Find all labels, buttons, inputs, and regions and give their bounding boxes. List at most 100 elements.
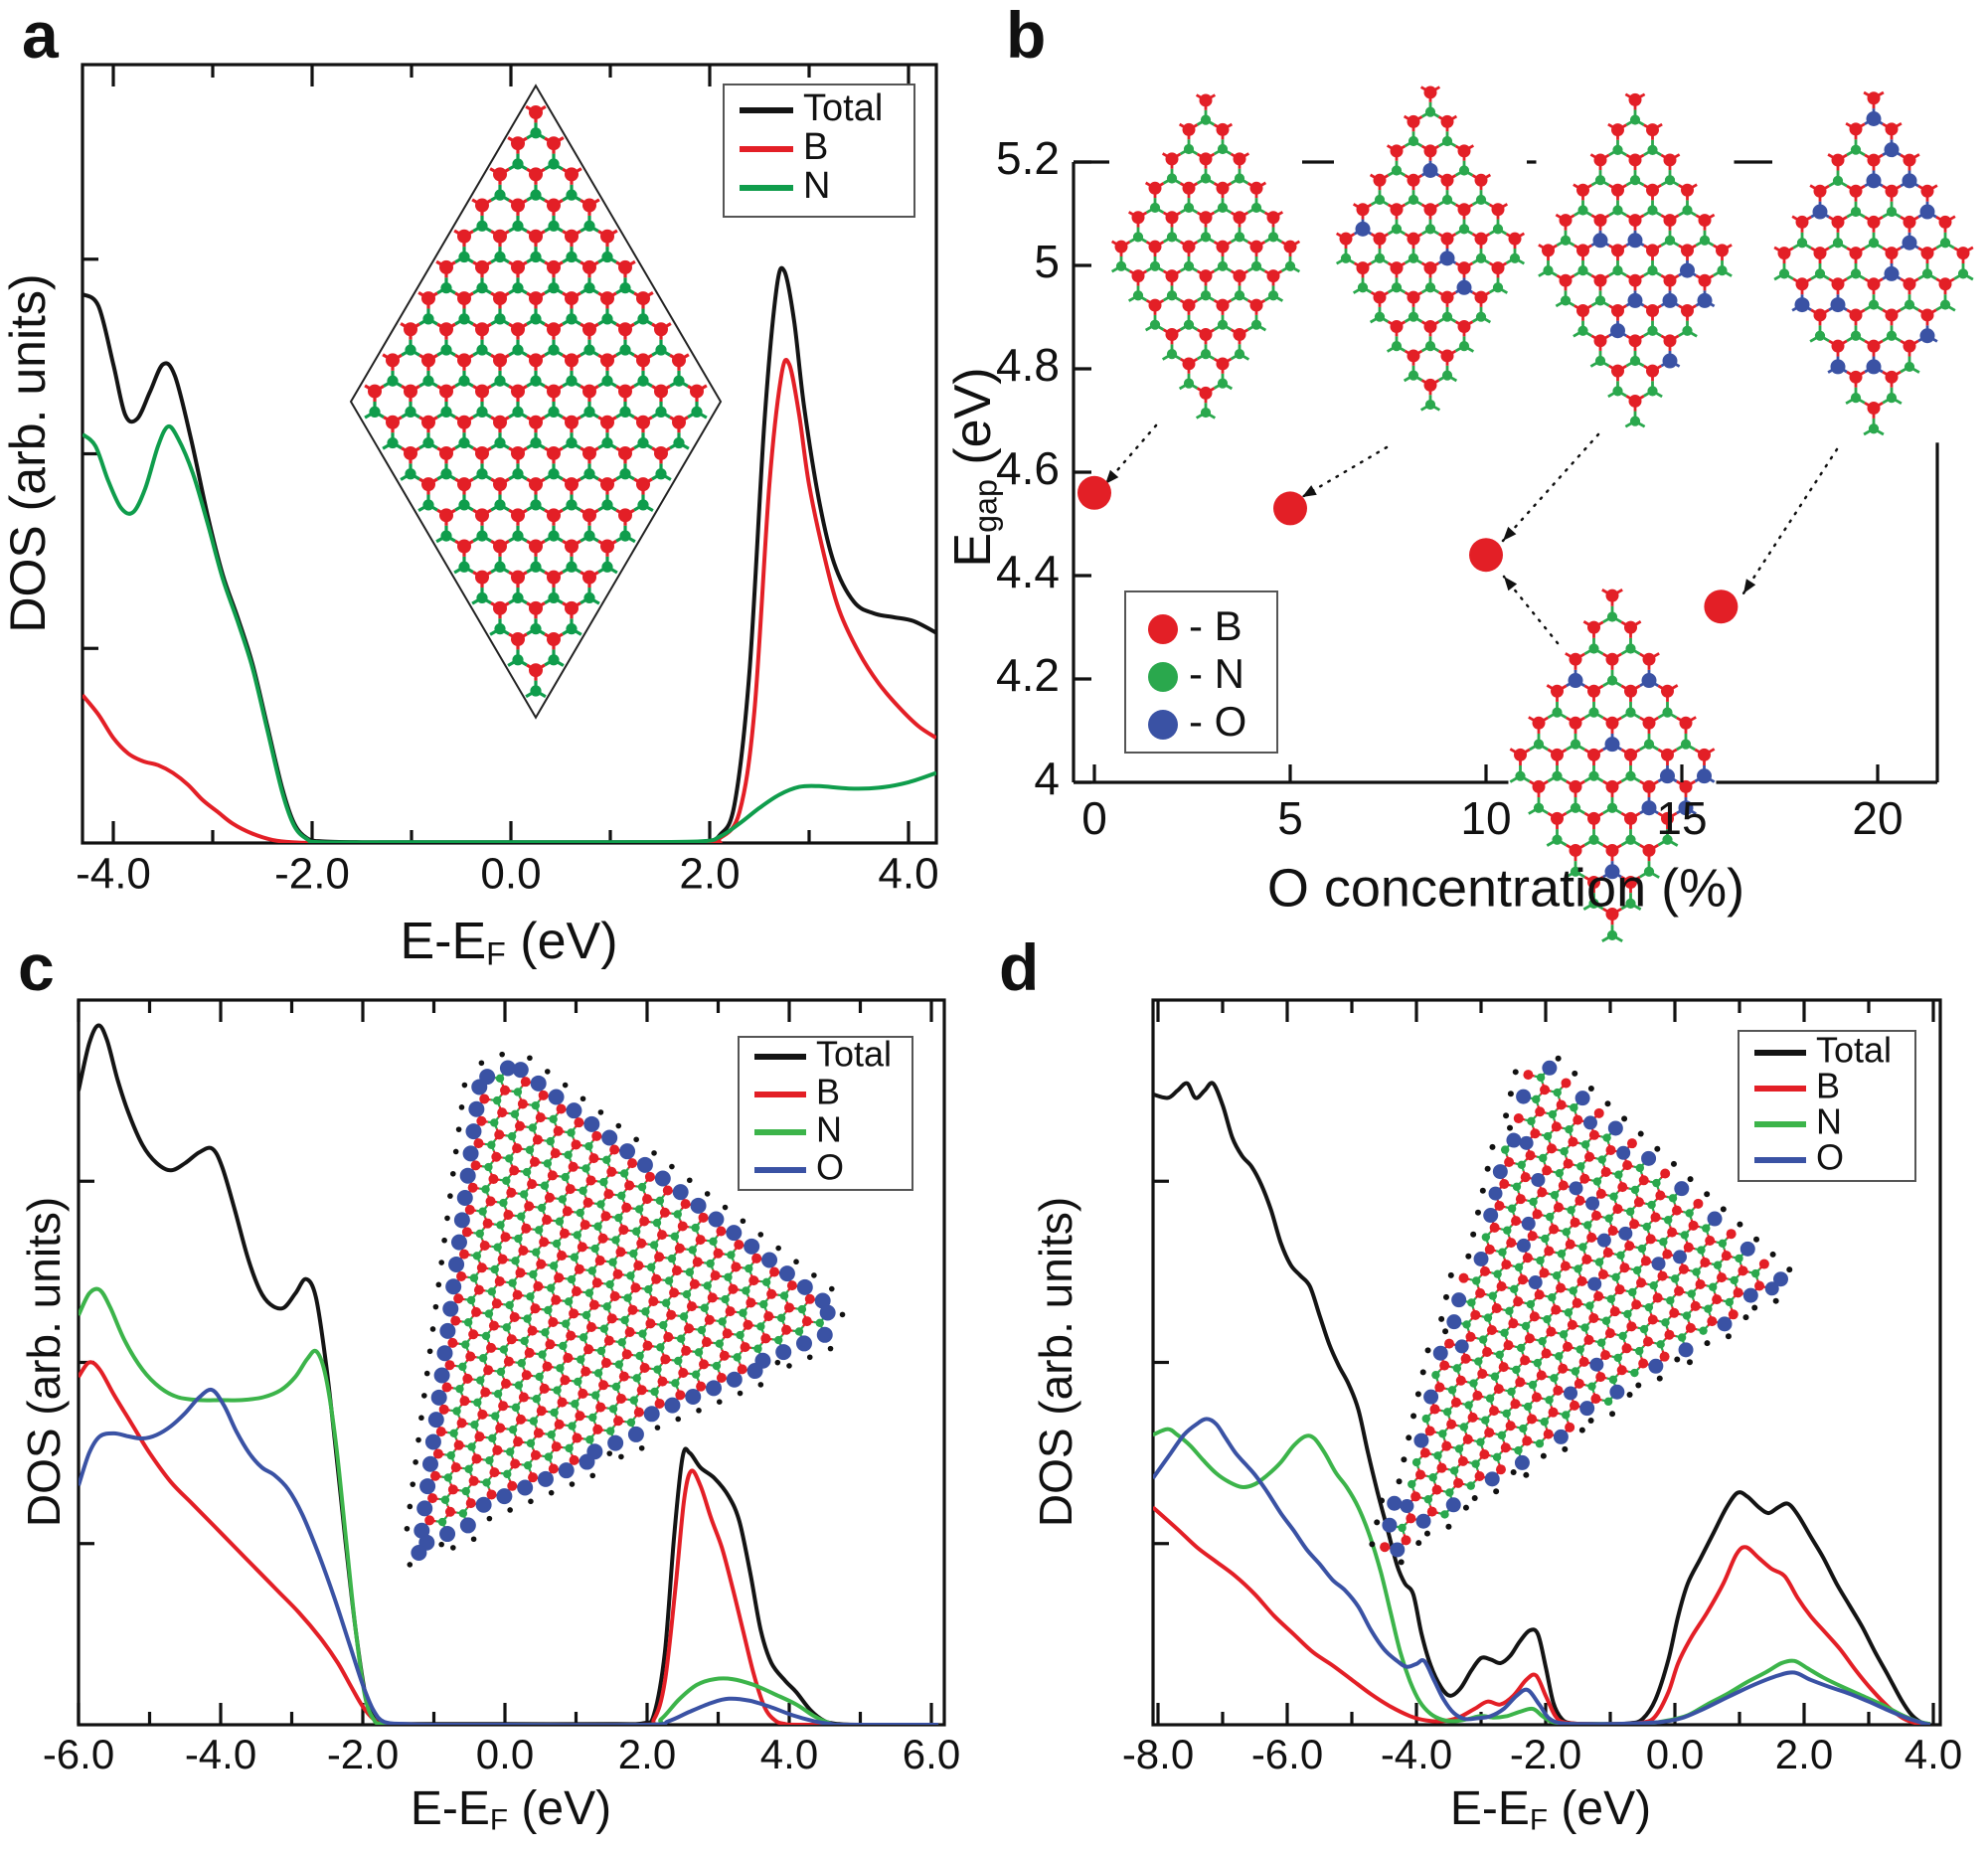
- inset-lattice-pristine-bn-a-atom-boron: [547, 508, 561, 522]
- inset-lattice-o-doped-triangle-d-atom-boron: [1547, 1143, 1557, 1153]
- inset-lattice-o-doped-triangle-d-atom-nitrogen: [1735, 1255, 1742, 1262]
- inset-lattice-o-edge-triangle-c-atom-boron: [566, 1184, 576, 1194]
- inset-lattice-o-doped-triangle-d-atom-nitrogen: [1539, 1154, 1547, 1162]
- inset-lattice-structure-b-10pct-2-atom-nitrogen: [1630, 114, 1640, 124]
- inset-lattice-o-edge-triangle-c-atom-nitrogen: [524, 1461, 532, 1469]
- inset-lattice-structure-b-0pct-0-background: [1109, 86, 1302, 426]
- inset-lattice-pristine-bn-a-atom-boron: [457, 291, 471, 305]
- inset-lattice-o-doped-triangle-d-atom-nitrogen: [1618, 1332, 1626, 1340]
- inset-lattice-o-doped-triangle-d-atom-boron: [1617, 1365, 1627, 1375]
- inset-lattice-o-doped-triangle-d-edge-dot: [1410, 1413, 1416, 1419]
- inset-lattice-o-edge-triangle-c-atom-boron: [522, 1370, 532, 1380]
- inset-lattice-structure-b-5pct-1-atom-boron: [1424, 203, 1437, 216]
- inset-lattice-o-edge-triangle-c-atom-oxygen: [500, 1060, 516, 1076]
- inset-lattice-structure-b-10pct-2-atom-nitrogen: [1577, 265, 1587, 275]
- inset-lattice-o-edge-triangle-c-atom-nitrogen: [488, 1434, 496, 1442]
- inset-lattice-o-doped-triangle-d-atom-nitrogen: [1602, 1317, 1610, 1325]
- inset-lattice-o-edge-triangle-c-atom-nitrogen: [641, 1307, 649, 1315]
- inset-lattice-o-doped-triangle-d-atom-nitrogen: [1570, 1103, 1577, 1111]
- inset-lattice-o-doped-triangle-d-atom-oxygen: [1520, 1136, 1534, 1150]
- inset-lattice-o-edge-triangle-c-atom-boron: [528, 1472, 538, 1482]
- inset-lattice-pristine-bn-a-atom-boron: [565, 601, 579, 615]
- inset-lattice-pristine-bn-a-atom-boron: [511, 260, 525, 274]
- inset-lattice-o-edge-triangle-c-atom-nitrogen: [656, 1197, 664, 1205]
- inset-lattice-structure-b-5pct-1-atom-nitrogen: [1408, 312, 1418, 322]
- inset-lattice-o-edge-triangle-c-atom-oxygen: [691, 1198, 707, 1214]
- inset-lattice-structure-b-10pct-2: [1537, 85, 1735, 434]
- inset-lattice-o-doped-triangle-d-atom-oxygen: [1708, 1212, 1723, 1227]
- inset-lattice-o-doped-triangle-d-atom-boron: [1510, 1399, 1520, 1409]
- inset-lattice-structure-b-5pct-1-atom-nitrogen: [1425, 400, 1435, 410]
- inset-lattice-o-doped-triangle-d-atom-nitrogen: [1556, 1169, 1564, 1177]
- inset-lattice-structure-b-5pct-1-atom-nitrogen: [1392, 165, 1402, 175]
- inset-lattice-o-edge-triangle-c-atom-nitrogen: [514, 1235, 522, 1243]
- inset-lattice-o-doped-triangle-d-atom-boron: [1651, 1212, 1661, 1222]
- inset-lattice-o-doped-triangle-d-atom-boron: [1494, 1201, 1504, 1211]
- inset-lattice-o-edge-triangle-c-atom-nitrogen: [638, 1183, 646, 1191]
- inset-lattice-structure-b-10pct-4-atom-oxygen: [1642, 800, 1657, 815]
- inset-lattice-structure-b-10pct-2-background: [1537, 85, 1735, 434]
- inset-lattice-o-edge-triangle-c-atom-nitrogen: [547, 1283, 555, 1291]
- inset-lattice-o-doped-triangle-d-atom-boron: [1485, 1245, 1495, 1255]
- inset-lattice-o-edge-triangle-c-atom-boron: [728, 1284, 738, 1294]
- inset-lattice-structure-b-5pct-1-atom-boron: [1424, 320, 1437, 333]
- inset-lattice-o-edge-triangle-c-atom-boron: [500, 1086, 510, 1095]
- inset-lattice-o-edge-triangle-c-atom-oxygen: [817, 1327, 833, 1343]
- inset-lattice-o-edge-triangle-c-atom-nitrogen: [509, 1426, 517, 1433]
- inset-lattice-pristine-bn-a-atom-nitrogen: [637, 499, 648, 510]
- inset-lattice-o-edge-triangle-c-atom-oxygen: [457, 1190, 473, 1206]
- inset-lattice-o-edge-triangle-c-atom-boron: [503, 1210, 513, 1220]
- inset-lattice-o-doped-triangle-d-edge-dot: [1523, 1472, 1529, 1478]
- inset-lattice-o-edge-triangle-c-atom-boron: [462, 1374, 472, 1384]
- inset-lattice-o-doped-triangle-d-atom-nitrogen: [1583, 1221, 1591, 1229]
- inset-lattice-o-edge-triangle-c-atom-nitrogen: [482, 1332, 490, 1340]
- inset-lattice-o-edge-triangle-c-atom-boron: [507, 1481, 517, 1491]
- inset-lattice-pristine-bn-a-atom-nitrogen: [422, 499, 433, 510]
- inset-lattice-o-edge-triangle-c-atom-nitrogen: [568, 1422, 576, 1430]
- inset-lattice-structure-b-10pct-2-atom-oxygen: [1698, 293, 1713, 308]
- inset-lattice-o-edge-triangle-c-atom-boron: [643, 1341, 653, 1351]
- inset-lattice-o-doped-triangle-d-atom-nitrogen: [1438, 1430, 1446, 1437]
- inset-lattice-o-edge-triangle-c-atom-boron: [471, 1307, 481, 1317]
- inset-lattice-o-edge-triangle-c-atom-oxygen: [425, 1433, 441, 1449]
- inset-lattice-structure-b-10pct-2-atom-nitrogen: [1700, 236, 1710, 246]
- inset-lattice-o-edge-triangle-c-atom-boron: [477, 1410, 487, 1420]
- inset-lattice-o-edge-triangle-c-atom-boron: [537, 1406, 547, 1416]
- inset-lattice-o-edge-triangle-c-atom-oxygen: [579, 1454, 594, 1470]
- inset-lattice-o-edge-triangle-c-atom-oxygen: [685, 1389, 701, 1405]
- inset-lattice-o-doped-triangle-d-edge-dot: [1671, 1161, 1677, 1167]
- legend-label-o: O: [1816, 1137, 1844, 1178]
- inset-lattice-o-edge-triangle-c-atom-nitrogen: [653, 1365, 661, 1373]
- inset-lattice-o-edge-triangle-c-atom-oxygen: [726, 1225, 742, 1241]
- inset-lattice-pristine-bn-a-atom-boron: [582, 446, 596, 460]
- inset-lattice-pristine-bn-a-atom-nitrogen: [601, 499, 612, 510]
- inset-lattice-o-edge-triangle-c-atom-boron: [533, 1134, 543, 1144]
- y-tick-label-b: 5: [1034, 236, 1060, 287]
- inset-lattice-structure-b-16pct-3-atom-boron: [1868, 216, 1881, 229]
- inset-lattice-o-doped-triangle-d-atom-boron: [1499, 1179, 1509, 1189]
- inset-lattice-o-edge-triangle-c-atom-nitrogen: [550, 1409, 558, 1417]
- inset-lattice-o-doped-triangle-d-atom-nitrogen: [1633, 1266, 1641, 1274]
- inset-lattice-structure-b-0pct-0-atom-nitrogen: [1201, 232, 1211, 242]
- inset-lattice-o-edge-triangle-c-atom-boron: [444, 1360, 454, 1370]
- inset-lattice-pristine-bn-a-atom-nitrogen: [440, 468, 451, 479]
- inset-lattice-o-doped-triangle-d-atom-boron: [1643, 1337, 1653, 1347]
- inset-lattice-o-edge-triangle-c-atom-boron: [720, 1351, 730, 1361]
- inset-lattice-o-edge-triangle-c-atom-nitrogen: [559, 1342, 567, 1350]
- inset-lattice-o-edge-triangle-c-atom-nitrogen: [538, 1350, 546, 1358]
- inset-lattice-o-edge-triangle-c-atom-nitrogen: [526, 1292, 534, 1300]
- inset-lattice-structure-b-5pct-1-atom-oxygen: [1440, 251, 1455, 265]
- inset-lattice-pristine-bn-a-atom-nitrogen: [530, 437, 541, 448]
- inset-lattice-o-edge-triangle-c-atom-nitrogen: [511, 1257, 519, 1264]
- inset-lattice-o-edge-triangle-c-atom-oxygen: [468, 1101, 484, 1117]
- inset-lattice-structure-b-5pct-1-atom-nitrogen: [1459, 165, 1469, 175]
- inset-lattice-pristine-bn-a-atom-nitrogen: [673, 376, 684, 387]
- inset-lattice-o-doped-triangle-d-atom-nitrogen: [1704, 1305, 1712, 1313]
- inset-lattice-o-doped-triangle-d-atom-nitrogen: [1614, 1354, 1622, 1362]
- inset-lattice-o-doped-triangle-d-edge-dot: [1773, 1298, 1779, 1304]
- inset-lattice-o-edge-triangle-c-atom-boron: [539, 1237, 549, 1247]
- inset-lattice-structure-b-0pct-0-atom-nitrogen: [1133, 232, 1143, 242]
- x-tick-label-c: 0.0: [476, 1731, 534, 1777]
- inset-lattice-o-doped-triangle-d-atom-nitrogen: [1597, 1339, 1605, 1347]
- inset-lattice-structure-b-16pct-3-atom-boron: [1796, 216, 1809, 229]
